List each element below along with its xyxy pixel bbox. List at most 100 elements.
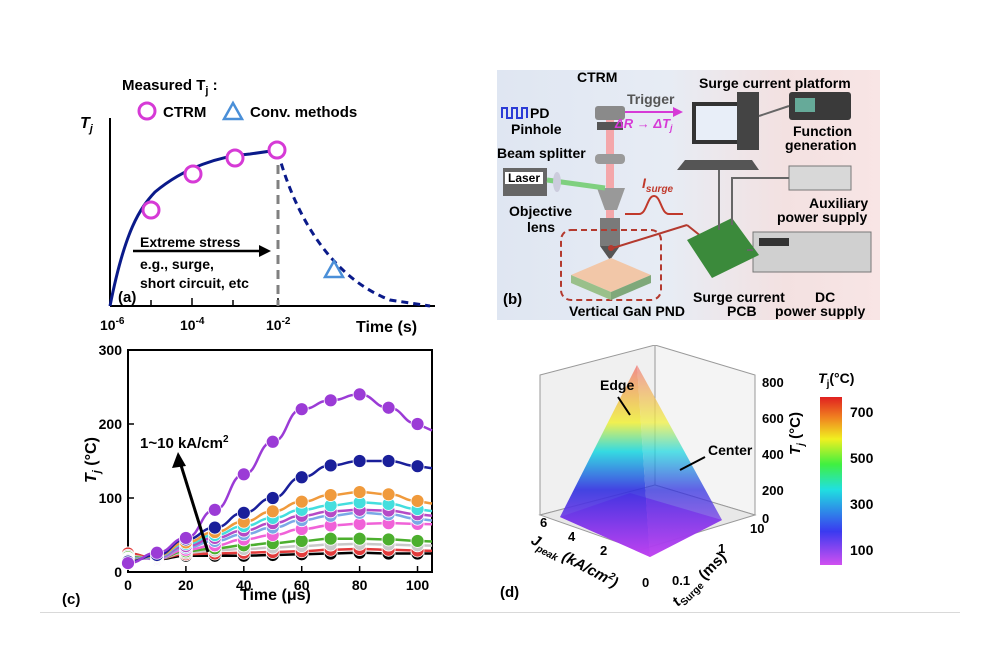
panel-c-arrow: [178, 461, 210, 553]
panel-c-xlabel: Time (μs): [240, 587, 311, 604]
wire-aux-pcb: [731, 177, 789, 225]
series-point: [179, 531, 193, 545]
beam-splitter-label: Beam splitter: [497, 145, 586, 161]
stress-example-1: e.g., surge,: [140, 256, 214, 272]
surface-side: [637, 365, 722, 557]
pinhole-optic: [597, 122, 623, 130]
series-point: [207, 502, 222, 517]
z-tick: 400: [762, 447, 784, 462]
panel-c-frame: [127, 349, 433, 573]
objective-tip: [600, 246, 620, 260]
y-tick-label: 300: [99, 342, 123, 358]
legend-conv-label: Conv. methods: [250, 104, 357, 121]
probe-wire: [612, 224, 688, 249]
x-tick-label: 0: [124, 577, 132, 593]
stress-label: Extreme stress: [140, 234, 241, 250]
xtick-1e-4: 10-4: [180, 316, 205, 333]
aux-label: Auxiliary: [809, 195, 868, 211]
beam-splitter-cube: [597, 188, 625, 210]
function-gen-label: Function: [793, 123, 852, 139]
series-point: [265, 491, 280, 505]
panel-d-zlabel: Tj (°C): [787, 412, 807, 455]
panel-c-ylabel: Tj (°C): [83, 437, 103, 483]
aux-power-supply: [788, 165, 852, 191]
panel-d-x-ticks: 6 4 2 0: [540, 515, 649, 590]
pcb-label: Surge current: [693, 289, 785, 305]
svg-text:Measured Tj :: Measured Tj :: [122, 77, 218, 97]
series-point: [352, 387, 367, 402]
series-point: [294, 470, 309, 485]
objective-lens: [600, 218, 620, 246]
series-point: [410, 459, 425, 474]
series-point: [381, 487, 396, 502]
panel-a-chart: Measured Tj : CTRM Conv. methods Tj Extr…: [80, 77, 435, 336]
series-point: [381, 400, 396, 415]
center-pointer: [679, 456, 706, 471]
panel-c-label: (c): [62, 591, 80, 608]
conv-point: [322, 258, 346, 279]
colorbar-tick: 100: [850, 542, 874, 558]
page-separator: [40, 612, 960, 613]
pd-optic: [595, 106, 625, 120]
y-tick-label: 100: [99, 490, 123, 506]
series-point: [150, 545, 164, 560]
panel-a-label: (a): [118, 289, 136, 306]
laser-label-bg: [505, 172, 543, 184]
computer-keyboard: [677, 160, 759, 170]
series-point: [121, 556, 135, 571]
ctrm-label: CTRM: [577, 70, 617, 85]
ctrm-point: [183, 164, 203, 184]
panel-b-label: (b): [503, 291, 522, 308]
series-point: [410, 417, 425, 431]
panel-a-legend-title: Measured T: [122, 77, 205, 94]
z-tick: 200: [762, 483, 784, 498]
signal-arrowhead: [673, 107, 683, 117]
y-tick-label: 200: [99, 416, 123, 432]
legend-ctrm-label: CTRM: [163, 104, 206, 121]
panel-a-legend-title-sub: j: [204, 85, 208, 97]
series-point: [294, 534, 309, 548]
platform-label: Surge current platform: [699, 75, 851, 91]
z-tick: 0: [762, 511, 769, 526]
series-point: [410, 534, 425, 548]
surge-pcb: [687, 218, 759, 278]
series-point: [352, 485, 367, 499]
xtick-1e-2: 10-2: [266, 316, 291, 333]
colorbar-ticks: 700 500 300 100: [850, 404, 874, 558]
laser-label: Laser: [508, 171, 540, 185]
panel-c-chart: Tj (°C) 0 20 40 60 80 100 0 100 200 300 1~10 kA/c…: [62, 342, 433, 608]
z-tick: 800: [762, 375, 784, 390]
ctrm-point: [225, 148, 245, 168]
series-point: [352, 531, 367, 546]
panel-d-label: (d): [500, 584, 519, 601]
edge-pointer: [617, 396, 631, 416]
dc-label-2: power supply: [775, 303, 865, 319]
x-tick: 6: [540, 515, 547, 530]
device-side-left: [571, 275, 611, 300]
ctrm-point: [267, 140, 287, 160]
panel-d-chart: Edge Center 800 600 400 200 0 Tj (°C) 6 …: [500, 345, 874, 610]
pinhole-label: Pinhole: [511, 121, 562, 137]
z-tick: 600: [762, 411, 784, 426]
x-tick-label: 100: [406, 577, 430, 593]
panel-d-z-ticks: 800 600 400 200 0: [762, 375, 784, 526]
objective-label: Objective: [509, 203, 572, 219]
panel-c-arrowhead: [172, 452, 186, 468]
series-point: [323, 488, 338, 502]
surge-pulse-icon: [625, 194, 683, 215]
colorbar-tick: 700: [850, 404, 874, 420]
objective-label-2: lens: [527, 219, 555, 235]
y-tick: 0.1: [672, 573, 690, 588]
panel-a-ctrm-points: [141, 140, 287, 220]
series-point: [265, 434, 280, 449]
lens-optic: [595, 154, 625, 164]
series-point: [236, 505, 251, 520]
series-point: [323, 393, 338, 408]
series-point: [381, 454, 396, 468]
series-point: [294, 402, 309, 417]
panel-d-y-ticks: 10 1 0.1: [672, 521, 764, 588]
x-tick: 4: [568, 529, 576, 544]
series-point: [236, 467, 251, 482]
x-tick-label: 20: [178, 577, 194, 593]
pd-label: PD: [530, 105, 549, 121]
